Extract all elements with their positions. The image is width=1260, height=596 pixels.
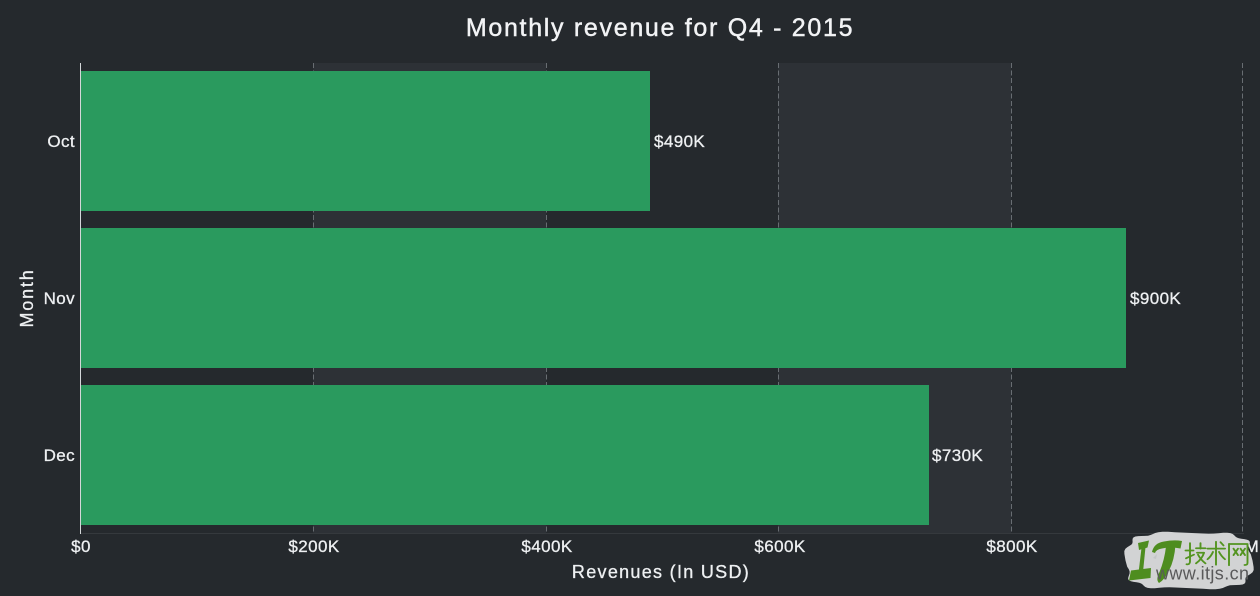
svg-text:www.itjs.cn: www.itjs.cn [1155,564,1249,584]
